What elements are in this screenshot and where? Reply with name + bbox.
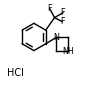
Text: F: F [60,17,64,26]
Text: N: N [53,33,59,42]
Text: F: F [47,4,52,13]
Text: F: F [61,8,65,17]
Text: HCl: HCl [7,68,24,78]
Text: NH: NH [62,47,74,56]
